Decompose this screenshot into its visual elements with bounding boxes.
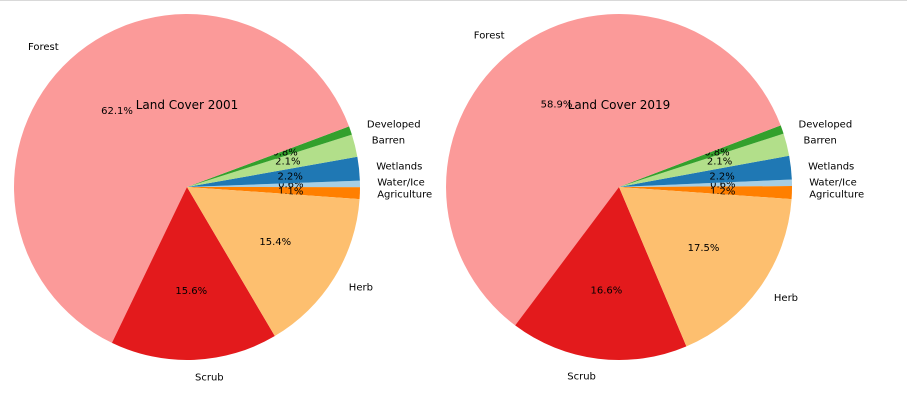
chart-title: Land Cover 2001 xyxy=(136,98,239,112)
category-label-agriculture: Agriculture xyxy=(809,190,864,201)
pie-chart-1: 1.1% Agriculture 0.6% Water/Ice 2.2% Wetlands… xyxy=(13,13,432,384)
category-label-agriculture: Agriculture xyxy=(377,190,432,201)
category-label-wetlands: Wetlands xyxy=(808,162,854,173)
category-label-water-ice: Water/Ice xyxy=(377,178,425,189)
percent-label-herb: 17.5% xyxy=(688,243,720,254)
percent-label-scrub: 15.6% xyxy=(175,286,207,297)
percent-label-wetlands: 2.2% xyxy=(277,172,302,183)
percent-label-forest: 62.1% xyxy=(101,106,133,117)
chart-title: Land Cover 2019 xyxy=(568,98,671,112)
percent-label-barren: 2.1% xyxy=(275,157,300,168)
slice-scrub xyxy=(111,187,275,360)
percent-label-agriculture: 1.1% xyxy=(278,187,303,198)
top-divider xyxy=(0,0,907,1)
percent-label-water-ice: 0.6% xyxy=(710,180,735,191)
category-label-barren: Barren xyxy=(372,136,405,147)
percent-label-agriculture: 1.2% xyxy=(710,187,735,198)
category-label-forest: Forest xyxy=(28,42,59,53)
slice-water-ice xyxy=(187,180,360,188)
percent-label-wetlands: 2.2% xyxy=(709,172,734,183)
slice-developed xyxy=(619,125,784,187)
percent-label-scrub: 16.6% xyxy=(591,286,623,297)
percent-label-barren: 2.1% xyxy=(707,157,732,168)
category-label-developed: Developed xyxy=(799,120,853,131)
slice-forest xyxy=(13,13,350,343)
slice-barren xyxy=(187,134,358,187)
slice-agriculture xyxy=(187,187,360,200)
category-label-barren: Barren xyxy=(804,136,837,147)
category-label-herb: Herb xyxy=(349,283,373,294)
pie-chart-2: 1.2% Agriculture 0.6% Water/Ice 2.2% Wetlands… xyxy=(446,14,864,382)
category-label-water-ice: Water/Ice xyxy=(809,178,857,189)
slice-herb xyxy=(187,187,360,337)
category-label-forest: Forest xyxy=(474,31,505,42)
percent-label-herb: 15.4% xyxy=(259,237,291,248)
slice-developed xyxy=(187,126,352,187)
percent-label-forest: 58.9% xyxy=(541,100,573,111)
slice-forest xyxy=(446,14,781,326)
category-label-scrub: Scrub xyxy=(567,371,596,382)
slice-agriculture xyxy=(619,186,793,200)
category-label-wetlands: Wetlands xyxy=(376,162,422,173)
percent-label-water-ice: 0.6% xyxy=(278,180,303,191)
slice-wetlands xyxy=(619,155,792,187)
category-label-developed: Developed xyxy=(367,120,421,131)
slice-wetlands xyxy=(187,156,360,187)
slice-water-ice xyxy=(619,179,792,187)
category-label-scrub: Scrub xyxy=(195,373,224,384)
category-label-herb: Herb xyxy=(774,293,798,304)
slice-scrub xyxy=(515,187,687,360)
slice-herb xyxy=(619,187,792,347)
slice-barren xyxy=(619,133,790,187)
percent-label-developed: 0.8% xyxy=(704,148,729,159)
percent-label-developed: 0.8% xyxy=(272,148,297,159)
